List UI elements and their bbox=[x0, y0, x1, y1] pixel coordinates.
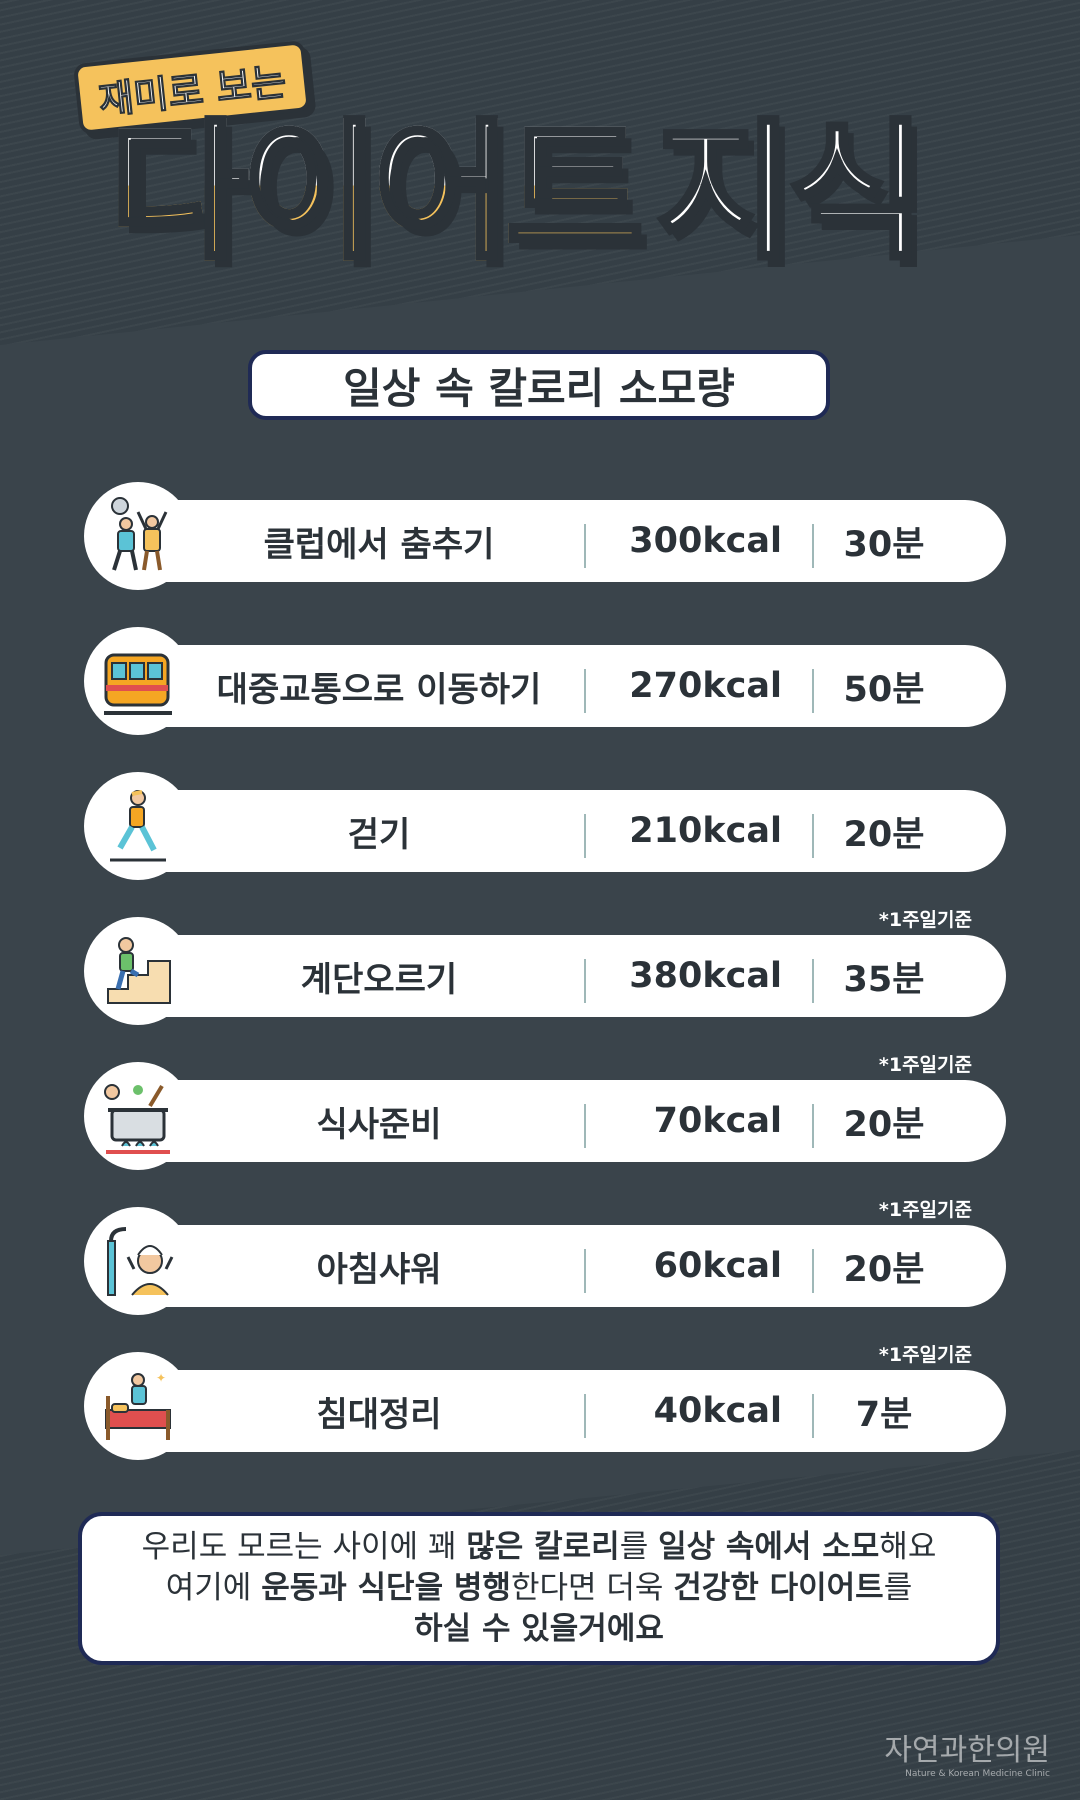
divider bbox=[812, 669, 814, 713]
title-word-knowledge: 지식 bbox=[654, 106, 929, 280]
title-word-diet: 다이어트 bbox=[107, 106, 646, 280]
footer-emphasis: 운동과 식단을 병행 bbox=[261, 1570, 511, 1607]
footer-text: 를 bbox=[883, 1570, 913, 1607]
time-value: 35분 bbox=[843, 959, 925, 1000]
brand-logo: 자연과한의원 Nature & Korean Medicine Clinic bbox=[884, 1725, 1050, 1779]
dancing-icon bbox=[84, 482, 192, 590]
activity-label: 걷기 bbox=[347, 814, 411, 855]
row-pill bbox=[124, 790, 1006, 872]
page-title: 다이어트 지식 bbox=[107, 106, 1010, 280]
note-label: *1주일기준 bbox=[878, 1199, 972, 1221]
divider bbox=[812, 1104, 814, 1148]
footer-text: 해요 bbox=[879, 1529, 937, 1566]
footer-emphasis: 건강한 다이어트 bbox=[673, 1570, 884, 1607]
divider bbox=[812, 814, 814, 858]
footer-text: 여기에 bbox=[165, 1570, 262, 1607]
footer-emphasis: 하실 수 있을거에요 bbox=[414, 1610, 664, 1647]
footer-line-3: 하실 수 있을거에요 bbox=[414, 1609, 664, 1650]
activity-label: 침대정리 bbox=[316, 1394, 442, 1435]
time-value: 20분 bbox=[843, 1104, 925, 1145]
note-label: *1주일기준 bbox=[878, 909, 972, 931]
footer-line-1: 우리도 모르는 사이에 꽤 많은 칼로리를 일상 속에서 소모해요 bbox=[142, 1527, 937, 1568]
time-value: 7분 bbox=[855, 1394, 913, 1435]
divider bbox=[584, 669, 586, 713]
list-item: *1주일기준 식사준비 70kcal 20분 bbox=[84, 1054, 1006, 1170]
row-pill bbox=[124, 500, 1006, 582]
footer-emphasis: 많은 칼로리 bbox=[466, 1529, 620, 1566]
brand-name: 자연과한의원 bbox=[884, 1733, 1050, 1768]
divider bbox=[584, 959, 586, 1003]
row-pill bbox=[124, 645, 1006, 727]
divider bbox=[812, 1249, 814, 1293]
footer-text: 를 bbox=[619, 1529, 659, 1566]
footer-text: 우리도 모르는 사이에 꽤 bbox=[141, 1529, 467, 1566]
row-pill bbox=[124, 935, 1006, 1017]
divider bbox=[812, 959, 814, 1003]
kcal-value: 60kcal bbox=[653, 1246, 782, 1286]
divider bbox=[584, 1249, 586, 1293]
divider bbox=[584, 814, 586, 858]
list-item: *1주일기준 계단오르기 380kcal 35분 bbox=[84, 909, 1006, 1025]
activity-label: 식사준비 bbox=[316, 1104, 442, 1145]
note-label: *1주일기준 bbox=[878, 1344, 972, 1366]
footer-text: 한다면 더욱 bbox=[510, 1570, 674, 1607]
divider bbox=[584, 524, 586, 568]
shower-icon bbox=[84, 1207, 192, 1315]
list-item: 대중교통으로 이동하기 270kcal 50분 bbox=[84, 627, 1006, 735]
time-value: 50분 bbox=[843, 669, 925, 710]
activity-label: 대중교통으로 이동하기 bbox=[216, 669, 542, 710]
footer-line-2: 여기에 운동과 식단을 병행한다면 더욱 건강한 다이어트를 bbox=[166, 1568, 912, 1609]
note-label: *1주일기준 bbox=[878, 1054, 972, 1076]
list-item: *1주일기준 아침샤워 60kcal 20분 bbox=[84, 1199, 1006, 1315]
time-value: 20분 bbox=[843, 814, 925, 855]
brand-english: Nature & Korean Medicine Clinic bbox=[905, 1769, 1050, 1779]
activity-label: 계단오르기 bbox=[300, 959, 458, 1000]
kcal-value: 40kcal bbox=[653, 1391, 782, 1431]
divider bbox=[812, 524, 814, 568]
svg-text:✦: ✦ bbox=[156, 1371, 166, 1385]
bed-icon: ✦ bbox=[84, 1352, 192, 1460]
activity-label: 클럽에서 춤추기 bbox=[263, 524, 495, 565]
list-item: 걷기 210kcal 20분 bbox=[84, 772, 1006, 880]
kcal-value: 70kcal bbox=[653, 1101, 782, 1141]
walking-icon bbox=[84, 772, 192, 880]
stairs-icon bbox=[84, 917, 192, 1025]
train-icon bbox=[84, 627, 192, 735]
time-value: 20분 bbox=[843, 1249, 925, 1290]
activity-label: 아침샤워 bbox=[316, 1249, 442, 1290]
list-item: 클럽에서 춤추기 300kcal 30분 bbox=[84, 482, 1006, 590]
row-pill bbox=[124, 1225, 1006, 1307]
divider bbox=[584, 1394, 586, 1438]
kcal-value: 300kcal bbox=[629, 521, 782, 561]
list-item: *1주일기준 ✦ 침대정리 40kcal 7분 bbox=[84, 1344, 1006, 1460]
section-subtitle: 일상 속 칼로리 소모량 bbox=[248, 350, 830, 420]
kcal-value: 380kcal bbox=[629, 956, 782, 996]
cooking-icon bbox=[84, 1062, 192, 1170]
footer-emphasis: 일상 속에서 소모 bbox=[658, 1529, 880, 1566]
kcal-value: 210kcal bbox=[629, 811, 782, 851]
row-pill bbox=[124, 1370, 1006, 1452]
divider bbox=[584, 1104, 586, 1148]
kcal-value: 270kcal bbox=[629, 666, 782, 706]
footer-message: 우리도 모르는 사이에 꽤 많은 칼로리를 일상 속에서 소모해요 여기에 운동… bbox=[78, 1512, 1000, 1665]
time-value: 30분 bbox=[843, 524, 925, 565]
row-pill bbox=[124, 1080, 1006, 1162]
divider bbox=[812, 1394, 814, 1438]
